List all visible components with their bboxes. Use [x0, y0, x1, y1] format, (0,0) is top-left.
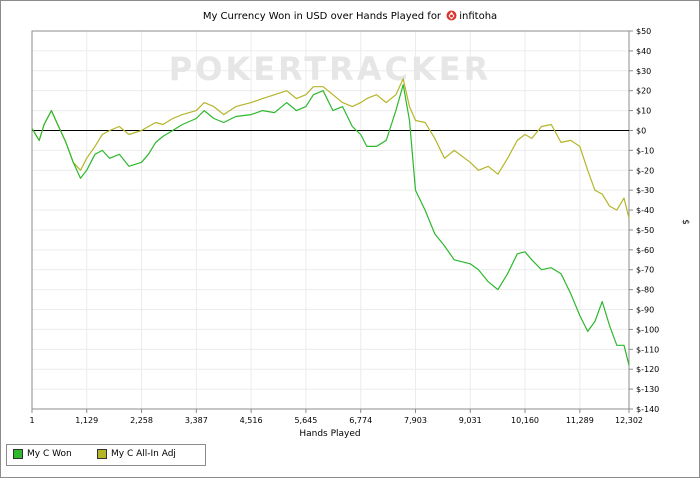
x-tick-label: 10,160 — [511, 416, 539, 425]
y-tick-label: $-50 — [636, 226, 654, 235]
x-tick-label: 12,302 — [615, 416, 643, 425]
chart-title-text: My Currency Won in USD over Hands Played… — [202, 11, 442, 22]
y-tick-label: $30 — [636, 67, 651, 76]
x-tick-label: 4,516 — [240, 416, 263, 425]
x-tick-label: 5,645 — [294, 416, 317, 425]
y-tick-label: $-30 — [636, 186, 654, 195]
legend-item-allin: My C All-In Adj — [97, 449, 176, 459]
y-tick-label: $-80 — [636, 286, 654, 295]
pokertracker-player-icon — [446, 10, 457, 21]
x-tick-label: 9,031 — [459, 416, 482, 425]
legend-label-won: My C Won — [27, 449, 72, 459]
y-tick-label: $50 — [636, 27, 651, 36]
plot-area-border — [31, 30, 630, 410]
y-tick-label: $-10 — [636, 146, 654, 155]
legend-label-allin: My C All-In Adj — [111, 449, 176, 459]
y-tick-label: $0 — [636, 126, 646, 135]
legend-swatch-allin — [97, 449, 107, 459]
y-tick-label: $-60 — [636, 246, 654, 255]
x-tick-label: 6,774 — [349, 416, 372, 425]
x-tick-label: 1,129 — [75, 416, 98, 425]
x-axis-label: Hands Played — [299, 429, 360, 439]
y-tick-label: $20 — [636, 87, 651, 96]
player-name: infitoha — [459, 11, 498, 22]
x-tick-label: 2,258 — [130, 416, 153, 425]
series-line-my-c-all-in-adj — [31, 78, 630, 219]
y-tick-label: $-20 — [636, 166, 654, 175]
y-tick-label: $-90 — [636, 306, 654, 315]
chart-title: My Currency Won in USD over Hands Played… — [0, 10, 700, 22]
y-axis-label: $ — [680, 219, 690, 225]
legend-swatch-won — [13, 449, 23, 459]
legend-item-won: My C Won — [13, 449, 72, 459]
grid-layer — [31, 30, 630, 410]
y-tick-label: $-70 — [636, 266, 654, 275]
x-tick-label: 1 — [29, 416, 34, 425]
series-line-my-c-won — [31, 84, 630, 366]
x-tick-label: 11,289 — [566, 416, 594, 425]
x-tick-label: 3,387 — [185, 416, 208, 425]
legend: My C Won My C All-In Adj — [6, 444, 206, 466]
y-tick-label: $-120 — [636, 365, 659, 374]
y-tick-label: $-40 — [636, 206, 654, 215]
y-tick-label: $-110 — [636, 345, 659, 354]
x-tick-label: 7,903 — [404, 416, 427, 425]
watermark: POKERTRACKER — [169, 50, 492, 88]
y-tick-label: $-100 — [636, 325, 659, 334]
y-tick-label: $-140 — [636, 405, 659, 414]
series-layer — [31, 78, 630, 366]
y-tick-label: $10 — [636, 107, 651, 116]
y-tick-label: $40 — [636, 47, 651, 56]
y-tick-label: $-130 — [636, 385, 659, 394]
axis-layer: $50 $40 $30 $20 $10 $0 $-10 $-20 $-30 $-40 $-50 $-6… — [29, 27, 659, 425]
